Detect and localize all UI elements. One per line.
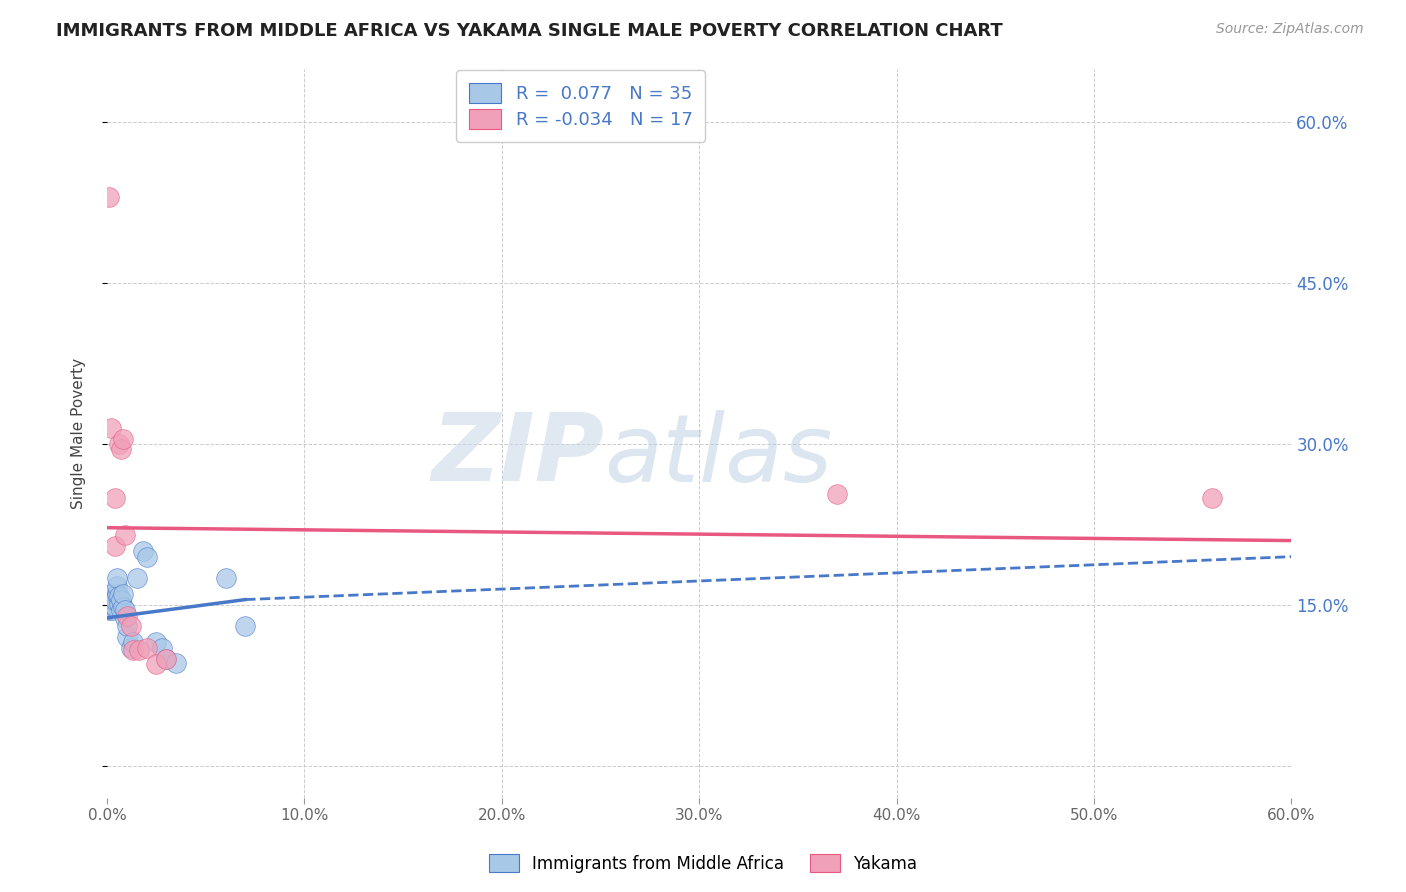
- Point: [121, 635, 143, 649]
- Y-axis label: Single Male Poverty: Single Male Poverty: [72, 358, 86, 508]
- Point: [110, 442, 132, 457]
- Point: [120, 640, 142, 655]
- Point: [110, 603, 132, 617]
- Point: [155, 651, 177, 665]
- Text: ZIP: ZIP: [432, 409, 605, 501]
- Point: [104, 592, 127, 607]
- Point: [135, 549, 157, 564]
- Point: [101, 592, 124, 607]
- Point: [100, 587, 122, 601]
- Point: [145, 657, 167, 671]
- Point: [827, 487, 849, 501]
- Legend: Immigrants from Middle Africa, Yakama: Immigrants from Middle Africa, Yakama: [482, 847, 924, 880]
- Point: [135, 640, 157, 655]
- Point: [101, 598, 124, 612]
- Point: [121, 643, 143, 657]
- Point: [111, 600, 134, 615]
- Point: [101, 603, 124, 617]
- Point: [165, 656, 187, 670]
- Point: [233, 619, 256, 633]
- Point: [98, 592, 121, 607]
- Text: IMMIGRANTS FROM MIDDLE AFRICA VS YAKAMA SINGLE MALE POVERTY CORRELATION CHART: IMMIGRANTS FROM MIDDLE AFRICA VS YAKAMA …: [56, 22, 1002, 40]
- Point: [108, 437, 131, 451]
- Text: Source: ZipAtlas.com: Source: ZipAtlas.com: [1216, 22, 1364, 37]
- Point: [104, 539, 127, 553]
- Point: [155, 651, 177, 665]
- Point: [111, 587, 134, 601]
- Point: [105, 571, 128, 585]
- Point: [120, 619, 142, 633]
- Point: [100, 596, 122, 610]
- Point: [128, 643, 150, 657]
- Legend: R =  0.077   N = 35, R = -0.034   N = 17: R = 0.077 N = 35, R = -0.034 N = 17: [457, 70, 706, 142]
- Point: [111, 432, 134, 446]
- Point: [131, 544, 153, 558]
- Point: [115, 630, 138, 644]
- Point: [145, 635, 167, 649]
- Point: [108, 590, 131, 604]
- Point: [114, 603, 136, 617]
- Point: [115, 619, 138, 633]
- Point: [98, 190, 121, 204]
- Point: [1201, 491, 1223, 505]
- Point: [150, 640, 173, 655]
- Point: [100, 600, 122, 615]
- Point: [114, 528, 136, 542]
- Point: [125, 571, 148, 585]
- Point: [100, 421, 122, 435]
- Point: [108, 596, 131, 610]
- Point: [214, 571, 236, 585]
- Point: [98, 598, 121, 612]
- Point: [110, 592, 132, 607]
- Point: [98, 603, 121, 617]
- Text: atlas: atlas: [605, 409, 832, 500]
- Point: [115, 608, 138, 623]
- Point: [104, 491, 127, 505]
- Point: [114, 611, 136, 625]
- Point: [105, 579, 128, 593]
- Point: [104, 600, 127, 615]
- Point: [105, 587, 128, 601]
